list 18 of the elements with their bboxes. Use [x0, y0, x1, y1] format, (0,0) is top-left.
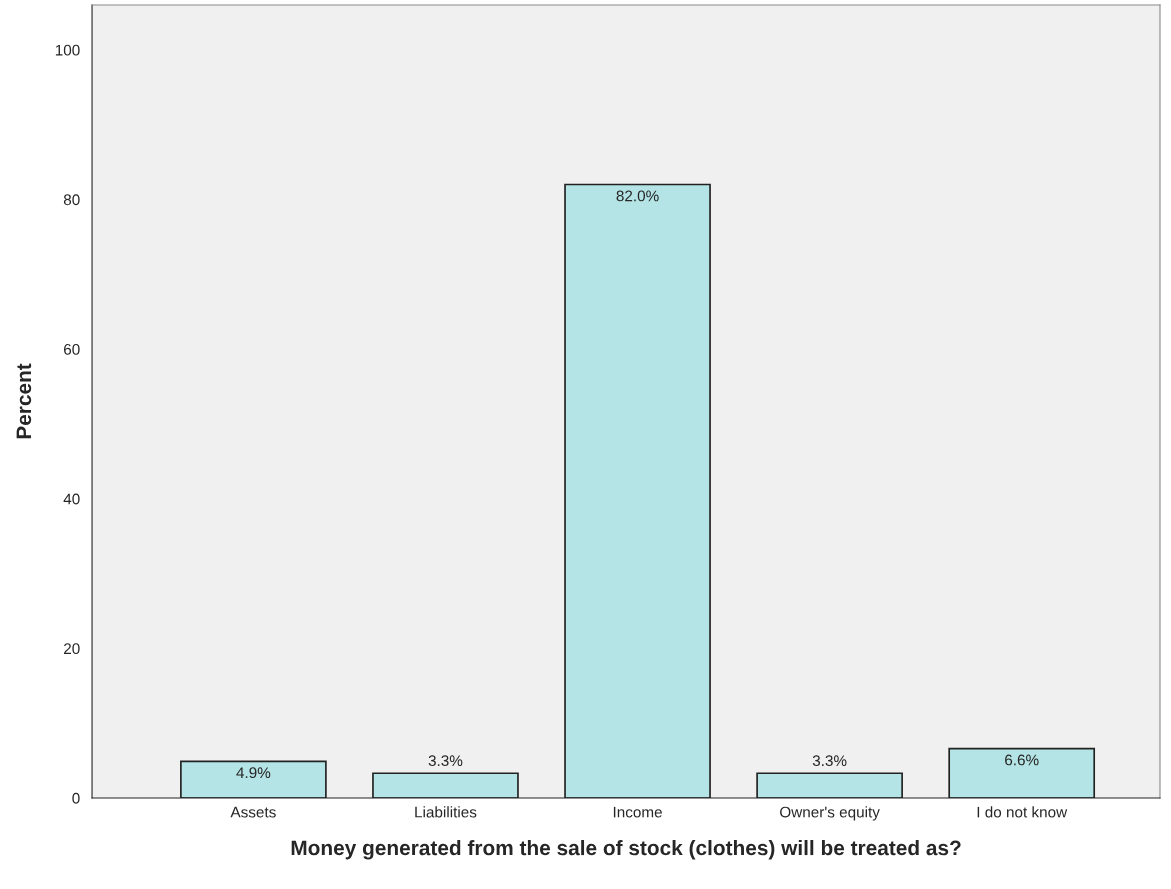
x-tick-label: Income [613, 806, 662, 818]
x-tick-label: Owner's equity [780, 806, 880, 821]
x-axis-title: Money generated from the sale of stock (clothes) will be treated as? [291, 839, 961, 860]
y-tick-label: 20 [64, 643, 80, 655]
y-tick-label: 80 [63, 194, 80, 206]
data-label: 3.3% [812, 755, 847, 767]
y-tick-label: 40 [63, 493, 80, 505]
x-tick-label: Assets [230, 806, 276, 818]
y-tick-label: 0 [72, 792, 80, 804]
x-tick-label: I do not know [977, 806, 1068, 818]
data-label: 82.0% [616, 190, 659, 202]
y-axis-title: Percent [16, 363, 32, 439]
data-label: 4.9% [236, 767, 271, 779]
data-label: 3.3% [428, 755, 463, 767]
x-tick-label: Liabilities [415, 806, 477, 818]
y-tick-label: 60 [64, 343, 80, 355]
data-label: 6.6% [1005, 754, 1039, 766]
y-tick-label: 100 [55, 44, 80, 56]
